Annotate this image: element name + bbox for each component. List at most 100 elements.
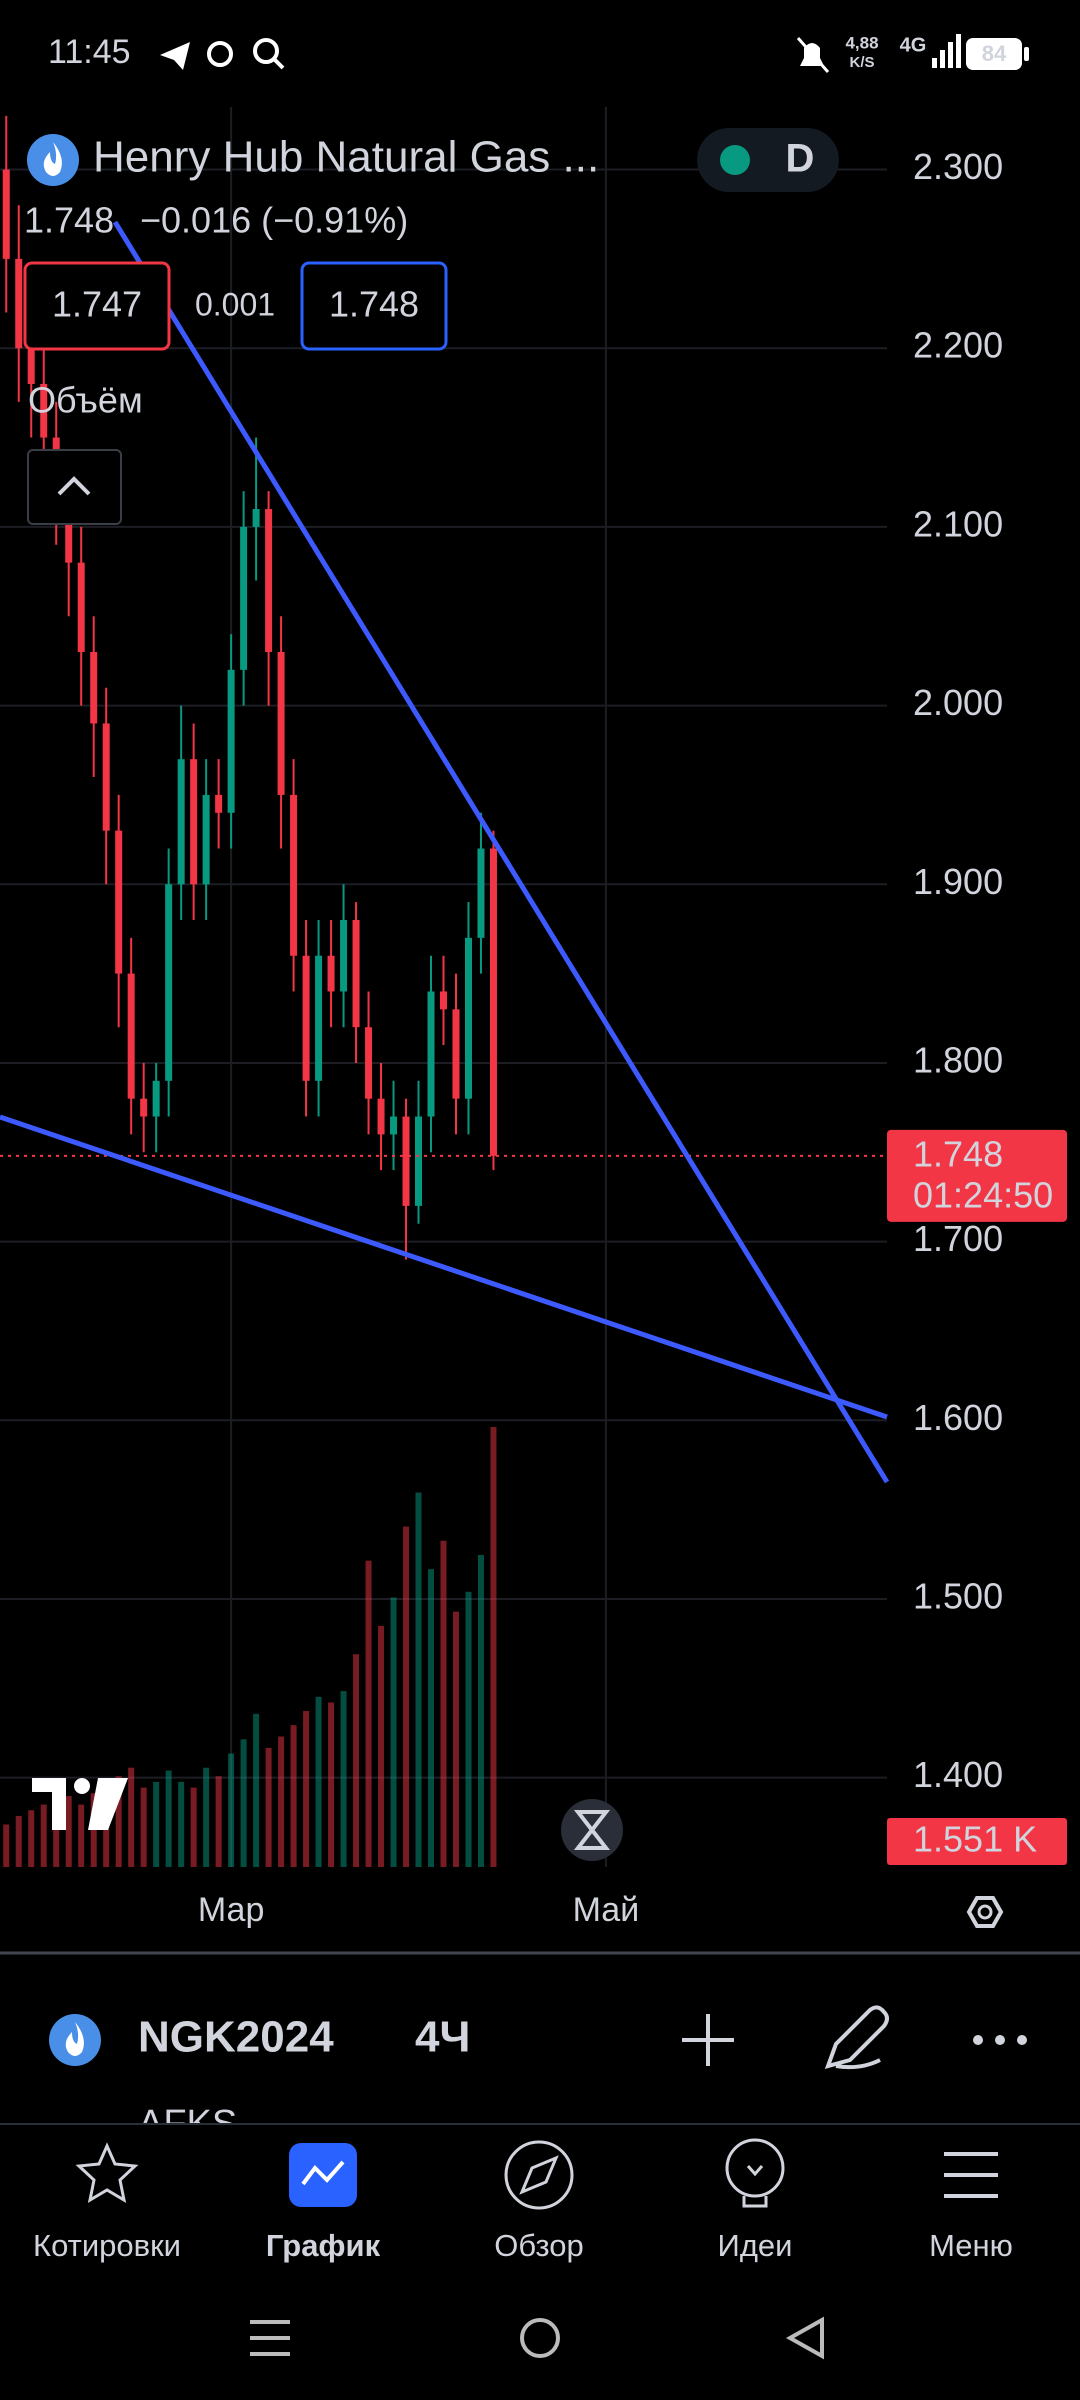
battery (966, 38, 1022, 70)
battery-level: 84 (982, 41, 1007, 66)
interval-badge: D (786, 137, 815, 181)
nav-icon[interactable] (725, 2138, 785, 2198)
last-price: 1.748 (24, 200, 114, 241)
volume-bar (328, 1702, 335, 1867)
volume-bar (428, 1569, 435, 1867)
volume-bar (165, 1770, 172, 1867)
market-status-dot (720, 145, 750, 175)
bid-price: 1.747 (52, 284, 142, 325)
signal-bar (948, 42, 953, 68)
candle-body (390, 1116, 398, 1135)
candle-body (290, 794, 298, 956)
symbol-icon (27, 134, 79, 186)
buy-button[interactable] (300, 261, 448, 351)
y-tick-label: 1.900 (913, 861, 1003, 902)
symbol-icon (49, 2014, 101, 2066)
volume-bar (40, 1804, 47, 1867)
battery-tip (1024, 47, 1029, 61)
candle-body (315, 955, 323, 1081)
y-tick-label: 2.300 (913, 146, 1003, 187)
candle-body (102, 723, 110, 831)
nav-label[interactable]: Обзор (494, 2228, 584, 2263)
volume-bar (253, 1713, 260, 1867)
volume-bar (3, 1824, 10, 1867)
system-menu-button[interactable] (250, 2320, 290, 2356)
chevron-up (57, 476, 91, 496)
signal-bar (932, 58, 937, 68)
candle-body (340, 919, 348, 992)
nav-label[interactable]: График (266, 2228, 381, 2263)
candle-body (240, 526, 248, 670)
mute-icon (796, 37, 830, 73)
search-icon (272, 57, 285, 70)
volume-bar (490, 1427, 497, 1867)
net-speed: 4,88 (845, 33, 878, 52)
volume-bar (65, 1796, 72, 1867)
volume-bar (140, 1787, 147, 1867)
collapse-button[interactable] (27, 449, 122, 525)
volume-bar (128, 1767, 135, 1867)
volume-bar (477, 1554, 484, 1867)
market-toggle[interactable] (697, 128, 839, 192)
candle-body (327, 955, 335, 992)
candle-body (489, 848, 497, 1156)
symbol[interactable]: NGK2024 (138, 2013, 334, 2062)
candle-body (252, 509, 260, 527)
y-tick-label: 2.200 (913, 325, 1003, 366)
candle-body (165, 884, 173, 1081)
nav-icon[interactable] (944, 2152, 998, 2198)
volume-bar (303, 1710, 310, 1867)
more-button[interactable] (1017, 2035, 1027, 2045)
x-tick-label: Май (573, 1891, 640, 1929)
system-back-button[interactable] (785, 2316, 824, 2360)
hourglass-icon (573, 1810, 611, 1850)
more-button[interactable] (973, 2035, 983, 2045)
candle-body (402, 1116, 410, 1206)
signal-bar (956, 34, 961, 68)
symbol-icon-flame (43, 142, 62, 176)
search-icon (253, 38, 279, 64)
sell-button[interactable] (23, 261, 171, 351)
nav-label[interactable]: Идеи (718, 2228, 793, 2263)
candle-body (15, 258, 23, 349)
candle-body (427, 991, 435, 1117)
add-button[interactable] (682, 2014, 734, 2066)
candle-body (90, 651, 98, 724)
volume-bar (390, 1597, 397, 1867)
volume-bar (215, 1776, 222, 1867)
candle-body (440, 991, 447, 1010)
nav-icon (519, 2155, 559, 2195)
settings-button[interactable] (966, 1896, 1004, 1928)
x-tick-label: Мар (198, 1891, 265, 1929)
nav-label[interactable]: Меню (929, 2228, 1013, 2263)
volume-bar (465, 1591, 472, 1867)
candle-body (190, 759, 198, 885)
y-tick-label: 1.400 (913, 1754, 1003, 1795)
candle-body (140, 1098, 148, 1117)
more-button[interactable] (995, 2035, 1005, 2045)
nav-icon[interactable] (75, 2142, 139, 2203)
net-speed-unit: K/S (849, 54, 874, 71)
telegram-icon (160, 42, 190, 70)
nav-icon (301, 2160, 345, 2186)
volume-bar (28, 1810, 35, 1867)
candle-body (265, 509, 273, 652)
settings-icon (977, 1904, 993, 1920)
volume-bar (178, 1781, 185, 1867)
symbol-title[interactable]: Henry Hub Natural Gas ... (93, 133, 599, 182)
volume-bar (290, 1725, 297, 1867)
candle-body (115, 830, 123, 974)
system-home-button[interactable] (520, 2318, 560, 2358)
logo (88, 1778, 128, 1830)
price-badge-countdown: 01:24:50 (913, 1174, 1053, 1215)
nav-label[interactable]: Котировки (33, 2228, 181, 2263)
spread: 0.001 (195, 286, 275, 322)
draw-button[interactable] (824, 2005, 889, 2070)
interval[interactable]: 4Ч (415, 2013, 470, 2062)
chart: 2.300 2.200 2.100 2.000 1.900 1.800 1.700 1.600… (0, 107, 1067, 1929)
volume-bar (452, 1611, 459, 1867)
nav-icon[interactable] (504, 2140, 574, 2210)
volume-bar (53, 1810, 60, 1867)
candle-body (365, 1027, 373, 1099)
